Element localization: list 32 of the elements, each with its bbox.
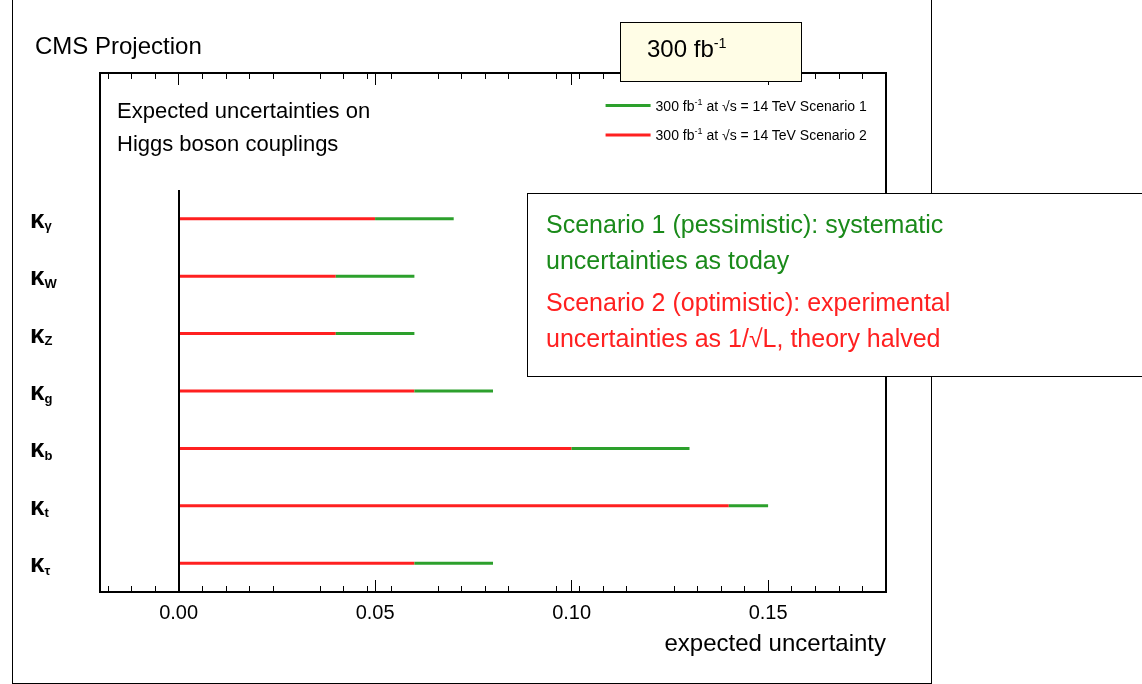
x-tick-label: 0.15 <box>748 601 788 623</box>
x-axis-title: expected uncertainty <box>664 628 886 656</box>
x-tick-label: 0.05 <box>355 601 395 623</box>
annotation: Scenario 1 (pessimistic): systematic uncertainties as today <box>546 209 945 276</box>
bar <box>728 504 769 508</box>
bar <box>414 389 493 393</box>
bar <box>178 504 729 508</box>
x-tick-label: 0.00 <box>159 601 199 623</box>
y-tick-label: κb <box>30 433 53 464</box>
bar <box>178 446 572 450</box>
chart-title: CMS Projection <box>35 31 202 59</box>
y-tick-label: κτ <box>30 548 51 579</box>
bar <box>571 446 690 450</box>
y-tick-label: κZ <box>30 318 53 349</box>
bar <box>178 332 336 336</box>
bar <box>335 332 415 336</box>
x-tick-label: 0.10 <box>552 601 592 623</box>
bar <box>375 217 454 221</box>
y-tick-label: κγ <box>30 203 53 234</box>
y-tick-label: κt <box>30 490 50 521</box>
bar <box>414 561 493 565</box>
bar <box>178 274 336 278</box>
text: Expected uncertainties on Higgs boson couplings <box>117 97 371 158</box>
bar <box>178 561 415 565</box>
bar <box>178 217 376 221</box>
bar <box>178 389 415 393</box>
note-box: 300 fb$^{-1}$ <box>620 22 802 82</box>
y-tick-label: κW <box>30 261 58 292</box>
annotation: Scenario 2 (optimistic): experimental uncertainties as 1/√L, theory halved <box>546 287 952 354</box>
bar <box>335 274 415 278</box>
note-box: Scenario 1 (pessimistic): systematic uncertainties as today Scenario 2 (optimistic): experimental uncertainties as 1/√L, theory halved <box>527 193 1142 377</box>
y-tick-label: κg <box>30 376 53 406</box>
